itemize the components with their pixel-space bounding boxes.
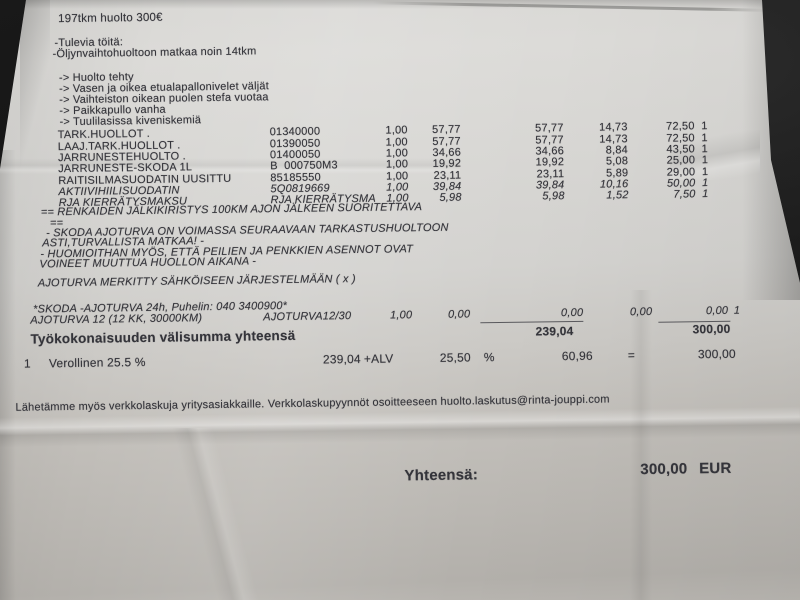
ajoturva-qty: 1,00 (389, 309, 413, 322)
vat-rate: 25,50 (439, 350, 471, 365)
vat-equals-sign: = (627, 348, 636, 363)
mileage-note: 197tkm huolto 300€ (58, 11, 163, 26)
grand-total-row: 300,00 EUR (2, 459, 800, 488)
e-invoice-note: Lähetämme myös verkkolaskuja yritysasiak… (15, 393, 610, 414)
vat-amount: 60,96 (561, 348, 593, 364)
item-flag: 1 (702, 188, 709, 201)
upcoming-work-item: -Öljynvaihtohuoltoon matkaa noin 14tkm (52, 45, 257, 61)
ajoturva-code: AJOTURVA12/30 (263, 310, 352, 324)
ajoturva-marked-note: AJOTURVA MERKITTY SÄHKÖISEEN JÄRJESTELMÄ… (37, 273, 356, 290)
vat-total: 300,00 (697, 346, 736, 362)
item-total: 7,50 (673, 188, 696, 201)
item-amount: 5,98 (542, 190, 565, 203)
item-flag: 1 (701, 120, 708, 133)
item-total: 25,00 (666, 154, 696, 167)
vat-base-amount: 239,04 (322, 351, 361, 367)
item-amount: 19,92 (535, 156, 565, 169)
vat-row-index: 1 (23, 356, 31, 371)
vat-row-label: Verollinen 25.5 % (48, 354, 146, 371)
item-qty: 1,00 (385, 158, 409, 171)
item-unit-price: 57,77 (432, 123, 461, 136)
subtotal-rule (480, 320, 584, 324)
subtotal-total: 300,00 (692, 321, 731, 337)
ajoturva-total: 0,00 (705, 304, 729, 318)
ajoturva-amount: 0,00 (560, 306, 584, 320)
item-flag: 1 (701, 154, 709, 167)
item-code: B 000750M3 (270, 159, 338, 173)
subtotal-amount: 239,04 (535, 323, 574, 339)
item-vat: 14,73 (599, 121, 628, 134)
item-total: 72,50 (666, 120, 695, 133)
remark-line: VOINEET MUUTTUA HUOLLON AIKANA - (39, 255, 257, 271)
item-vat: 1,52 (606, 189, 629, 202)
item-vat: 5,08 (605, 155, 629, 168)
ajoturva-name: AJOTURVA 12 (12 KK, 30000KM) (30, 312, 203, 327)
subtotal-label: Työkokonaisuuden välisumma yhteensä (30, 327, 296, 347)
ajoturva-vat: 0,00 (629, 305, 653, 319)
item-unit-price: 5,98 (439, 191, 462, 204)
grand-total-currency: EUR (699, 459, 732, 478)
item-amount: 57,77 (535, 122, 564, 135)
grand-total-amount: 300,00 (640, 460, 688, 479)
vat-percent-sign: % (483, 350, 495, 365)
service-note: -> Tuulilasissa kiveniskemiä (59, 114, 202, 129)
ajoturva-unit-price: 0,00 (447, 308, 471, 321)
item-code: 01340000 (269, 125, 321, 139)
vat-plus-alv: +ALV (363, 351, 394, 366)
vat-summary-row: 1 Verollinen 25.5 % 239,04 +ALV 25,50 % … (1, 346, 800, 371)
item-qty: 1,00 (385, 124, 408, 137)
ajoturva-flag: 1 (733, 304, 741, 317)
item-unit-price: 19,92 (432, 157, 462, 170)
